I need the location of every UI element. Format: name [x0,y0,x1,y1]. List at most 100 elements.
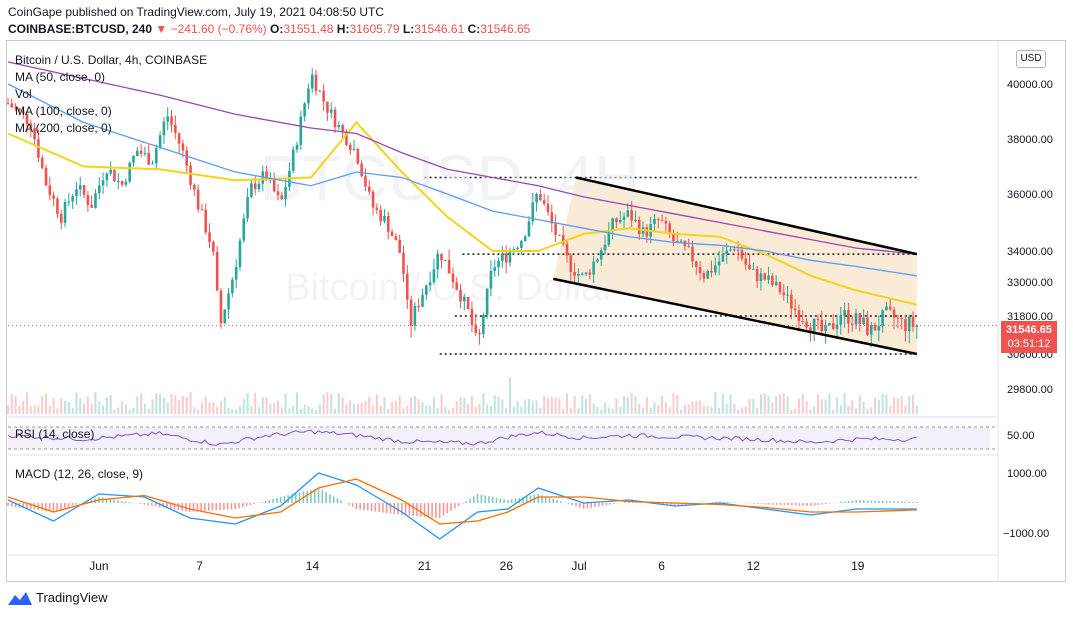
candle-body [668,223,671,234]
macd-label[interactable]: MACD (12, 26, close, 9) [15,467,144,481]
macd-histogram-bar [514,498,517,503]
volume-bar [767,395,770,414]
volume-bar [387,408,390,414]
volume-bar [463,398,466,414]
volume-bar [824,399,827,414]
legend-ma100[interactable]: MA (100, close, 0) [15,104,112,118]
volume-bar [174,395,177,414]
legend-ma50[interactable]: MA (50, close, 0) [15,70,106,84]
candle-body [710,270,713,273]
candle-body [310,74,314,89]
volume-bar [83,403,86,414]
candle-body [790,294,793,309]
candle-body [219,290,223,324]
legend-title[interactable]: Bitcoin / U.S. Dollar, 4h, COINBASE [15,53,208,67]
volume-bar [611,408,614,414]
macd-histogram-bar [529,495,532,503]
volume-bar [269,403,272,414]
volume-bar [37,405,40,414]
high-value: 31605.79 [349,22,400,36]
candle-body [531,202,535,222]
volume-bar [170,393,173,414]
candle-body [558,234,561,236]
volume-bar [330,393,333,414]
macd-histogram-bar [14,503,17,507]
candle-body [797,310,801,322]
legend-vol[interactable]: Vol [15,87,32,101]
macd-histogram-bar [881,500,884,503]
candle-body [329,109,333,113]
macd-histogram-bar [154,503,157,507]
candle-body [759,273,763,282]
macd-histogram-bar [412,503,414,516]
candle-body [413,305,417,326]
candle-body [299,116,303,145]
candle-body [48,185,52,196]
macd-histogram-bar [86,500,89,503]
macd-histogram-bar [499,498,502,503]
macd-histogram-bar [904,501,907,503]
macd-histogram-bar [476,494,479,503]
macd-histogram-bar [484,495,486,503]
candle-body [170,116,173,125]
candle-body [21,110,25,114]
rsi-label[interactable]: RSI (14, close) [15,427,95,441]
candle-body [611,218,614,231]
macd-histogram-bar [722,501,725,503]
candle-body [767,275,770,280]
change-label: −241.60 (−0.76%) [170,22,267,36]
candle-body [52,195,55,199]
candle-body [151,163,154,165]
candle-body [383,216,386,222]
macd-histogram-bar [571,503,574,506]
volume-bar [402,408,405,414]
candle-body [831,323,835,329]
macd-histogram-bar [397,503,399,515]
candle-body [155,148,158,164]
volume-bar [22,401,25,414]
candle-body [25,113,29,124]
time-tick-label: Jun [89,559,108,573]
macd-histogram-bar [336,498,339,503]
macd-histogram-bar [866,500,869,503]
macd-histogram-bar [378,503,380,512]
macd-histogram-bar [64,503,66,509]
legend-ma200[interactable]: MA (200, close, 0) [15,121,112,135]
macd-histogram-bar [192,503,195,512]
candle-body [367,186,371,192]
volume-bar [470,396,473,414]
close-value: 31546.65 [480,22,531,36]
macd-histogram-bar [526,496,528,503]
macd-histogram-bar [41,503,43,511]
macd-histogram-bar [764,503,767,505]
tradingview-footer[interactable]: TradingView [8,590,108,605]
macd-histogram-bar [283,496,286,503]
candle-body [516,247,519,250]
macd-histogram-bar [60,503,62,510]
currency-button[interactable]: USD [1016,50,1046,68]
macd-histogram-bar [196,503,199,512]
macd-histogram-bar [329,494,331,503]
volume-bar [117,407,120,414]
volume-bar [790,409,793,414]
candle-body [322,90,325,102]
macd-histogram-bar [389,503,392,514]
candle-body [272,178,276,192]
volume-bar [421,401,424,414]
volume-bar [725,403,728,414]
macd-histogram-bar [249,503,252,505]
time-tick-label: 26 [500,559,514,573]
macd-histogram-bar [109,498,112,503]
macd-histogram-bar [791,503,793,506]
macd-histogram-bar [158,503,161,507]
candle-body [622,216,626,220]
macd-histogram-bar [226,503,229,510]
macd-histogram-bar [450,503,452,511]
volume-bar [75,392,78,414]
candle-body [900,318,903,320]
volume-bar [733,404,736,414]
volume-bar [630,392,633,414]
macd-histogram-bar [681,503,683,506]
candle-body [504,253,508,263]
